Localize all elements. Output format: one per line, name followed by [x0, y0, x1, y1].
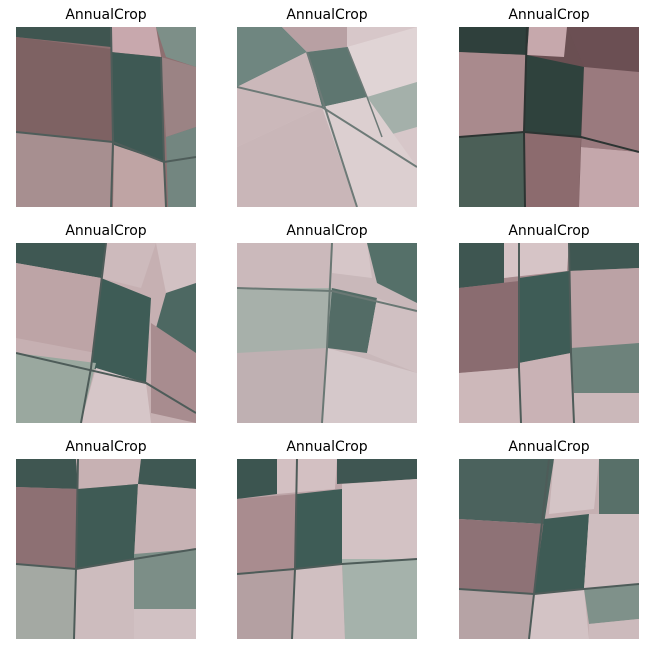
satellite-image-tile: [16, 459, 196, 639]
tile-title: AnnualCrop: [65, 223, 147, 239]
satellite-image-tile: [237, 459, 417, 639]
satellite-image-tile: [16, 27, 196, 207]
tile-title: AnnualCrop: [286, 439, 368, 455]
tile-title: AnnualCrop: [508, 439, 590, 455]
satellite-image-tile: [237, 243, 417, 423]
tile-title: AnnualCrop: [508, 7, 590, 23]
satellite-image-tile: [237, 27, 417, 207]
tile-title: AnnualCrop: [508, 223, 590, 239]
tile-title: AnnualCrop: [65, 7, 147, 23]
tile-title: AnnualCrop: [286, 223, 368, 239]
tile-title: AnnualCrop: [65, 439, 147, 455]
satellite-image-tile: [459, 27, 639, 207]
satellite-image-tile: [16, 243, 196, 423]
satellite-image-tile: [459, 459, 639, 639]
satellite-image-tile: [459, 243, 639, 423]
tile-title: AnnualCrop: [286, 7, 368, 23]
